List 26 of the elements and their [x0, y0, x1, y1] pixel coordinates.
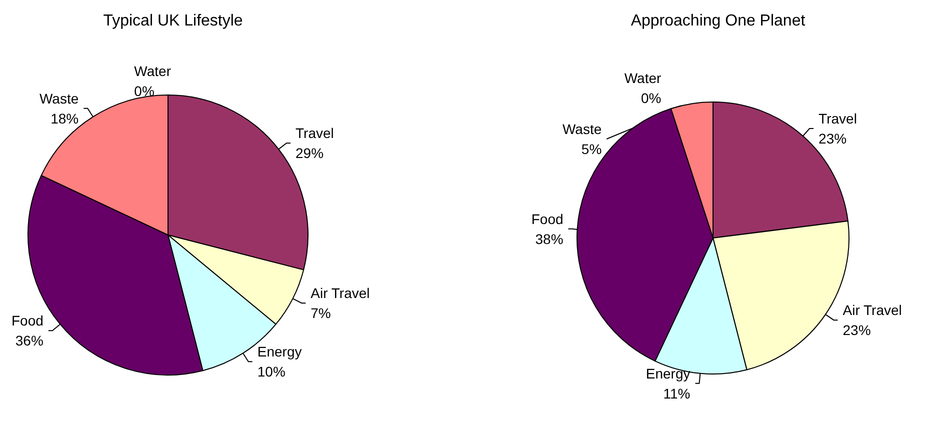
slice-label: Food: [12, 312, 44, 329]
data-label: 7%: [310, 305, 331, 322]
slice-label: Waste: [562, 121, 602, 137]
slice-label: Food: [531, 210, 564, 227]
slice-label: Energy: [646, 365, 690, 382]
slice-label: Air Travel: [310, 285, 370, 302]
data-label: 5%: [581, 141, 602, 157]
chart-title: Typical UK Lifestyle: [103, 12, 243, 30]
data-label: 38%: [535, 230, 564, 247]
data-label: 18%: [50, 110, 79, 126]
slice-label: Travel: [818, 110, 857, 126]
text: 0%: [640, 90, 662, 106]
slice-label: Energy: [257, 344, 302, 360]
data-label: 23%: [842, 322, 871, 338]
slice-label: Travel: [296, 125, 334, 142]
data-label: 10%: [257, 364, 286, 380]
chart-title: Approaching One Planet: [630, 12, 806, 30]
slice-label: Air Travel: [842, 302, 902, 318]
data-label: 23%: [818, 130, 847, 146]
category-label: Water: [134, 63, 172, 79]
text: 0%: [134, 83, 154, 99]
data-label: 29%: [296, 145, 324, 162]
slice-label: Waste: [39, 90, 79, 106]
data-label: 36%: [15, 332, 44, 349]
category-label: Water: [624, 70, 662, 86]
data-label: 11%: [663, 385, 690, 402]
